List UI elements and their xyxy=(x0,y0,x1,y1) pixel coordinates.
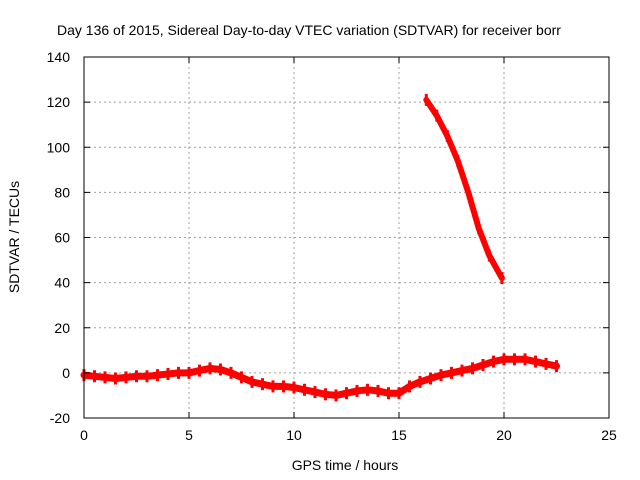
chart-title: Day 136 of 2015, Sidereal Day-to-day VTE… xyxy=(57,22,561,38)
x-tick-label: 10 xyxy=(286,427,302,443)
x-tick-label: 5 xyxy=(185,427,193,443)
x-tick-label: 25 xyxy=(601,427,617,443)
y-tick-label: 100 xyxy=(47,139,71,155)
y-tick-label: 60 xyxy=(54,230,70,246)
x-tick-label: 15 xyxy=(391,427,407,443)
y-tick-label: 20 xyxy=(54,320,70,336)
series-line xyxy=(80,355,560,399)
series-line xyxy=(423,96,505,282)
series-layer xyxy=(80,93,560,402)
y-tick-label: 40 xyxy=(54,275,70,291)
y-tick-label: 80 xyxy=(54,184,70,200)
y-tick-label: 0 xyxy=(62,365,70,381)
series-high-arc xyxy=(423,93,505,285)
ticks: 0 5 10 15 20 25 -20 0 20 40 60 80 100 120 140 xyxy=(47,49,617,443)
series-low-arc xyxy=(80,353,560,402)
y-tick-label: -20 xyxy=(50,410,70,426)
y-tick-label: 120 xyxy=(47,94,71,110)
y-axis-label: SDTVAR / TECUs xyxy=(6,181,22,293)
y-tick-label: 140 xyxy=(47,49,71,65)
x-tick-label: 0 xyxy=(80,427,88,443)
x-axis-label: GPS time / hours xyxy=(292,457,399,473)
x-tick-label: 20 xyxy=(496,427,512,443)
